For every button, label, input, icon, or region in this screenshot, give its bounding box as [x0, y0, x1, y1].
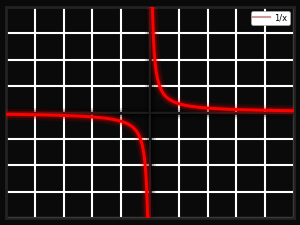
Legend: 1/x: 1/x	[251, 11, 290, 25]
